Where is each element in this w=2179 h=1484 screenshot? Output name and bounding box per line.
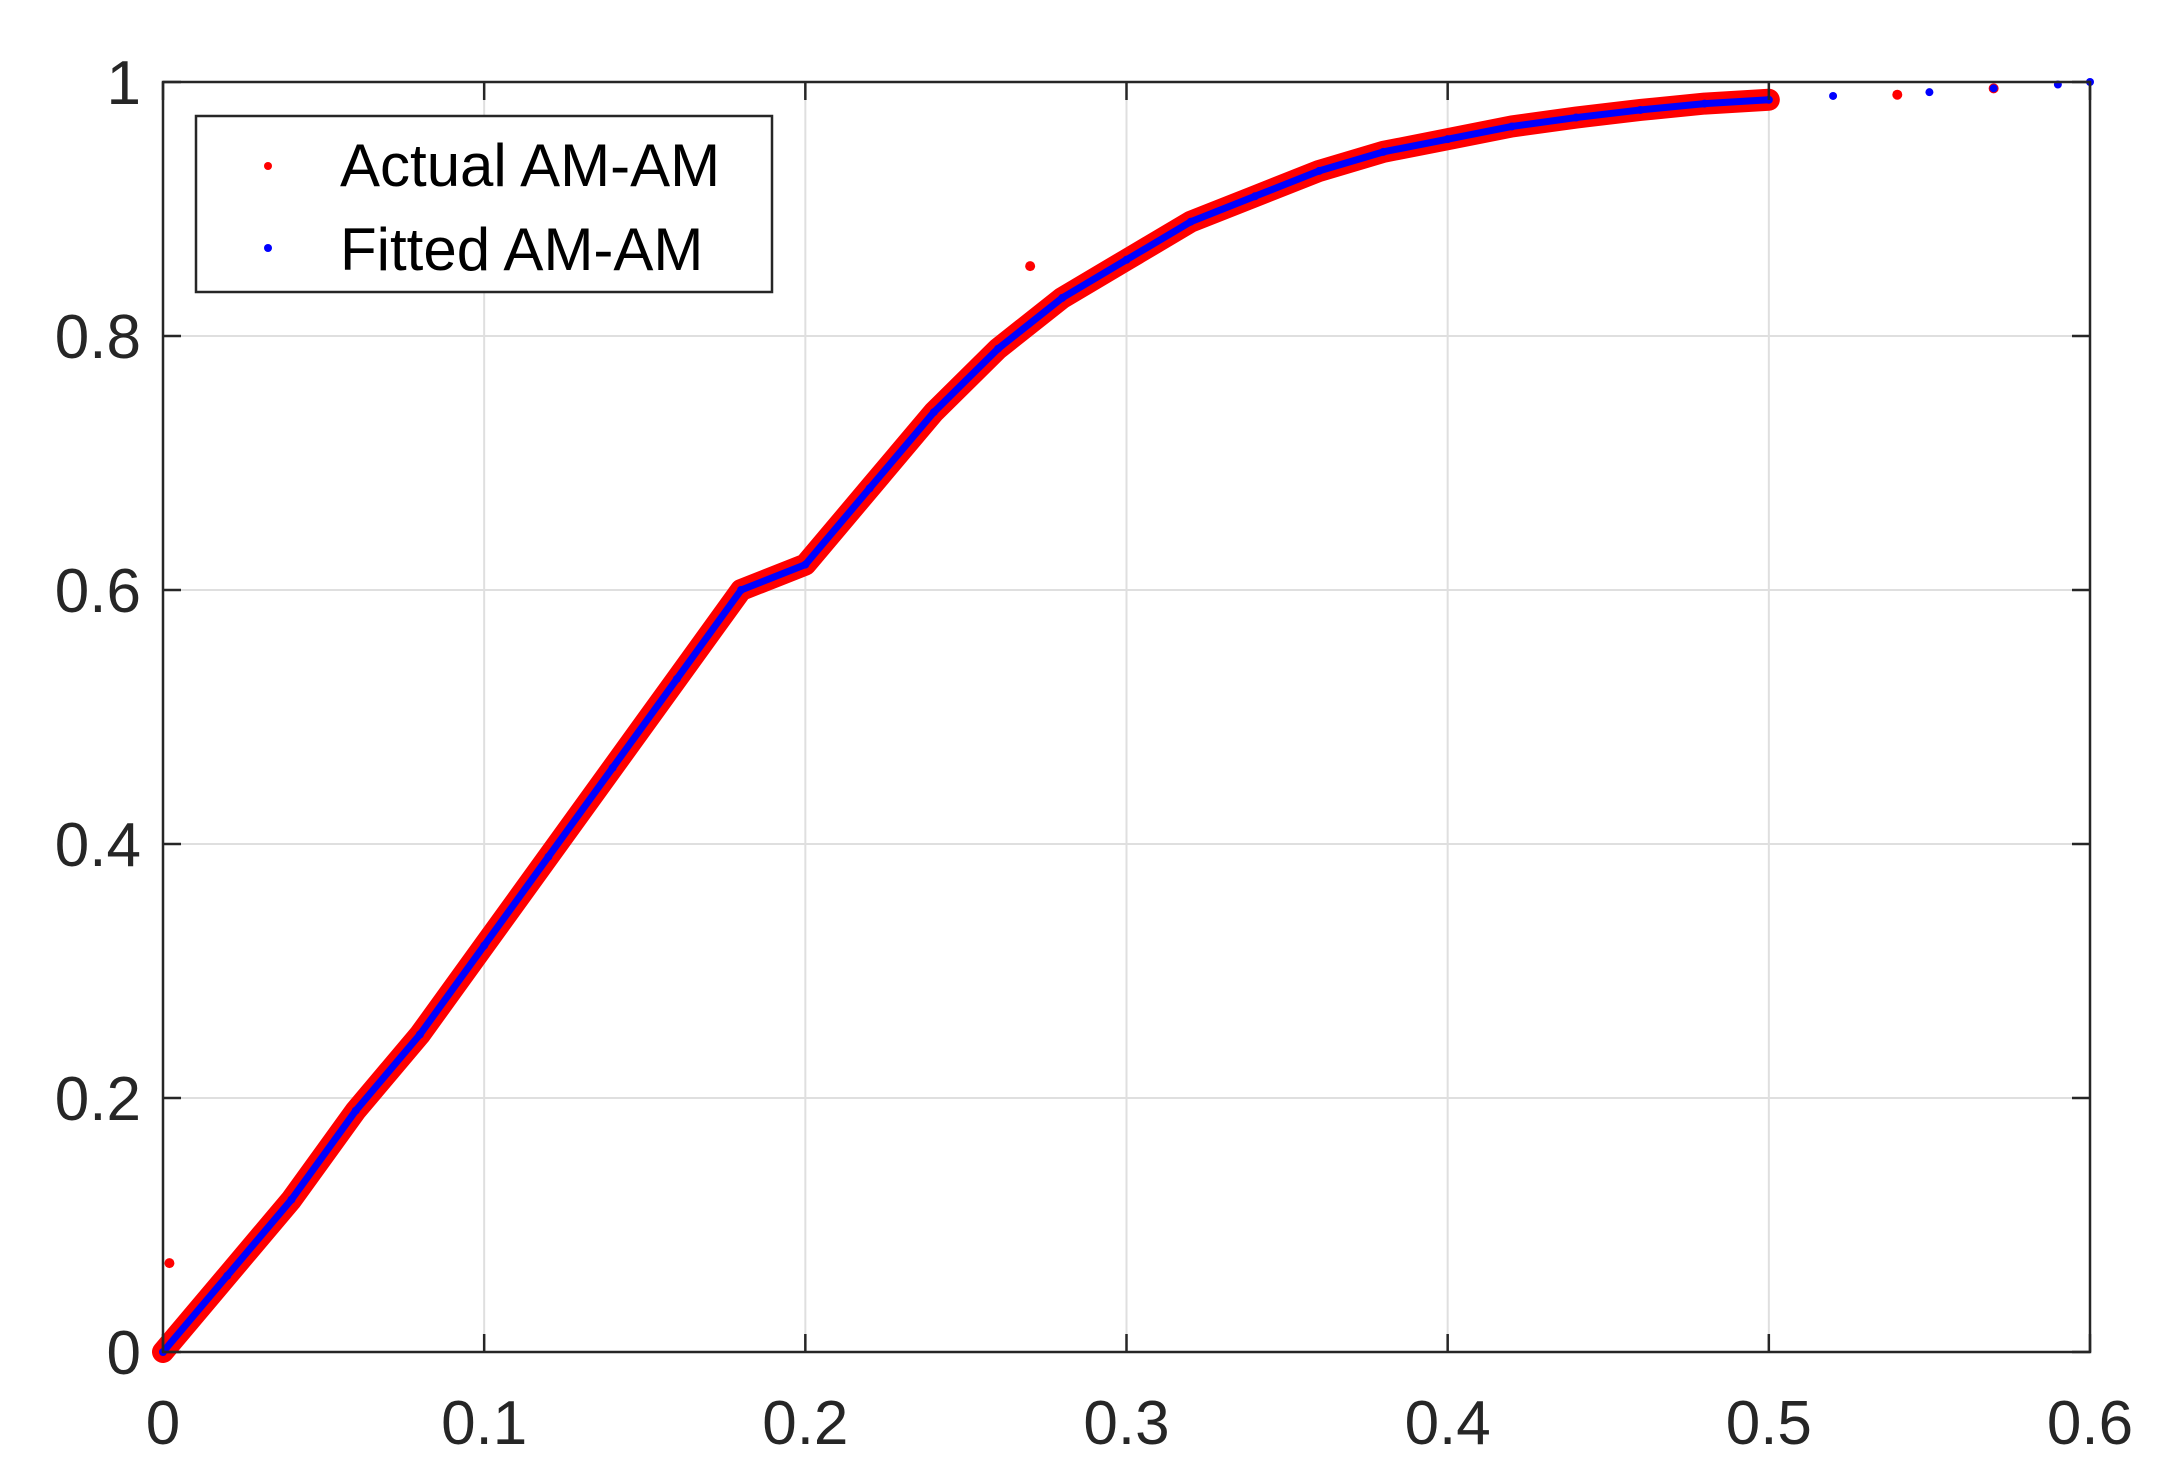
y-tick-label: 1 [107, 49, 141, 118]
fitted-am-am-point [415, 1030, 424, 1039]
fitted-am-am-point [1700, 99, 1709, 108]
y-axis-tick-labels: 0 0.2 0.4 0.6 0.8 1 [55, 49, 141, 1388]
fitted-am-am-point [994, 344, 1003, 353]
actual-am-am-point [1025, 261, 1036, 272]
y-tick-label: 0.8 [55, 303, 141, 372]
fitted-am-am-point [1250, 192, 1259, 201]
x-tick-label: 0 [146, 1389, 180, 1458]
y-tick-label: 0 [107, 1319, 141, 1388]
fitted-am-am-point [1636, 105, 1645, 114]
x-tick-label: 0.4 [1405, 1389, 1491, 1458]
fitted-am-am-point [1186, 217, 1195, 226]
x-tick-label: 0.2 [762, 1389, 848, 1458]
fitted-am-am-point [1379, 147, 1388, 156]
y-tick-label: 0.2 [55, 1065, 141, 1134]
fitted-am-am-point [351, 1106, 360, 1115]
fitted-am-am-point [480, 941, 489, 950]
actual-am-am-point [1892, 89, 1903, 100]
fitted-am-am-point [544, 852, 553, 861]
fitted-am-am-point [1507, 122, 1516, 131]
fitted-am-am-point [287, 1195, 296, 1204]
x-tick-label: 0.1 [441, 1389, 527, 1458]
x-tick-label: 0.5 [1726, 1389, 1812, 1458]
legend-marker-fitted [264, 244, 272, 252]
x-tick-label: 0.6 [2047, 1389, 2133, 1458]
fitted-am-am-point [223, 1271, 232, 1280]
legend-box [194, 114, 774, 294]
axis-ticks [161, 80, 2092, 1354]
fitted-am-am-point [672, 674, 681, 683]
x-axis-tick-labels: 0 0.1 0.2 0.3 0.4 0.5 0.6 [146, 1389, 2133, 1458]
legend-label-fitted: Fitted AM-AM [340, 216, 703, 283]
y-tick-label: 0.4 [55, 811, 141, 880]
legend: Actual AM-AM Fitted AM-AM [194, 114, 774, 294]
fitted-am-am-series [159, 78, 2094, 1356]
x-tick-label: 0.3 [1083, 1389, 1169, 1458]
fitted-am-am-point [1925, 88, 1934, 97]
fitted-am-am-point [608, 763, 617, 772]
actual-am-am-point [164, 1258, 175, 1269]
legend-label-actual: Actual AM-AM [340, 132, 720, 199]
fitted-am-am-line [159, 96, 1773, 1356]
fitted-am-am-point [737, 586, 746, 594]
fitted-am-am-point [801, 560, 810, 569]
fitted-am-am-point [865, 484, 874, 493]
fitted-am-am-point [1443, 135, 1452, 144]
fitted-am-am-point [929, 408, 938, 417]
fitted-am-am-point [1122, 255, 1131, 264]
legend-marker-actual [264, 162, 272, 170]
fitted-am-am-point [1989, 84, 1998, 93]
fitted-am-am-point [1315, 166, 1324, 175]
fitted-am-am-point [1058, 293, 1067, 302]
y-tick-label: 0.6 [55, 557, 141, 626]
fitted-am-am-point [1829, 91, 1838, 100]
fitted-am-am-point [1572, 113, 1581, 122]
